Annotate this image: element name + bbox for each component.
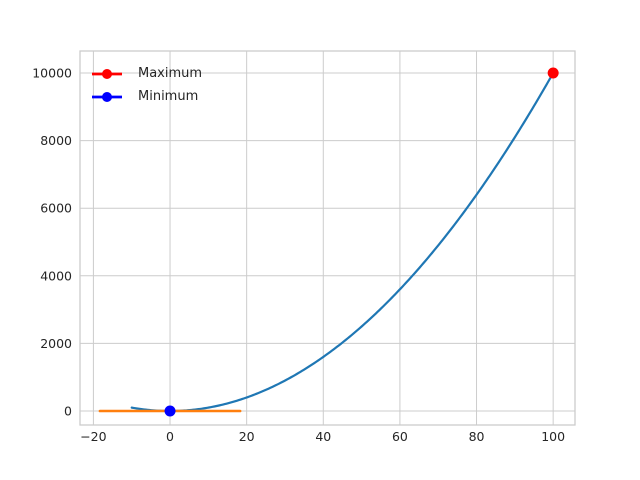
y-tick-label-6000: 6000 [40,201,72,216]
minimum-marker-icon [92,91,122,102]
x-tick-label-100: 100 [541,429,565,444]
legend-label-maximum: Maximum [138,66,203,81]
axes-spines [79,50,576,426]
y-tick-label-2000: 2000 [40,336,72,351]
legend-label-minimum: Minimum [138,89,199,104]
y-tick-label-4000: 4000 [40,268,72,283]
x-tick-label-80: 80 [469,429,485,444]
legend: Maximum Minimum [92,62,202,108]
y-tick-label-8000: 8000 [40,133,72,148]
x-tick-label-0: 0 [166,429,174,444]
y-tick-label-0: 0 [64,404,72,419]
x-tick-label-−20: −20 [80,429,106,444]
maximum-point-marker [547,67,559,79]
function-curve-line [130,71,555,413]
x-tick-label-60: 60 [392,429,408,444]
y-tick-label-10000: 10000 [32,66,72,81]
axes-background [80,51,575,425]
minimum-point-marker [164,405,176,417]
maximum-marker-icon [92,68,122,79]
legend-entry-maximum: Maximum [92,62,202,85]
x-tick-label-20: 20 [239,429,255,444]
legend-entry-minimum: Minimum [92,85,202,108]
x-tick-label-40: 40 [315,429,331,444]
